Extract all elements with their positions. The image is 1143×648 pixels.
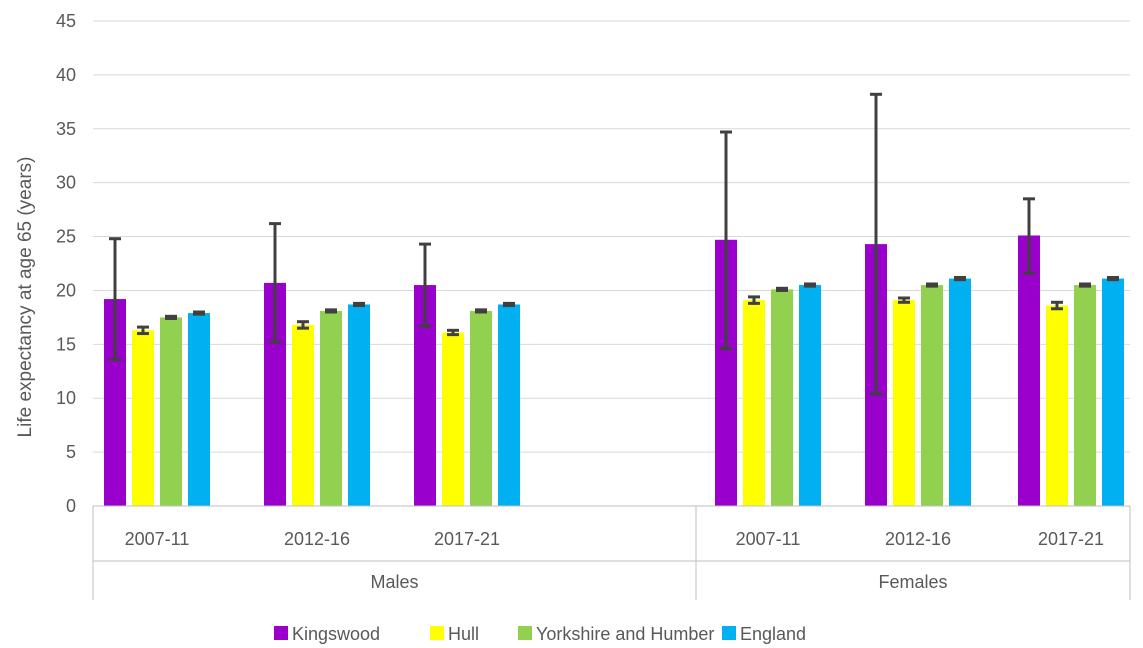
legend-item: Yorkshire and Humber <box>518 624 714 644</box>
bar <box>132 330 154 506</box>
legend-label: Hull <box>448 624 479 644</box>
x-tick-label: 2017-21 <box>434 529 500 549</box>
bar <box>1018 235 1040 506</box>
gridlines <box>93 21 1130 452</box>
bar <box>160 317 182 506</box>
x-group-label: Females <box>878 572 947 592</box>
bar <box>1102 279 1124 506</box>
bar <box>292 325 314 506</box>
legend-label: Kingswood <box>292 624 380 644</box>
bar <box>320 311 342 506</box>
x-tick-label: 2017-21 <box>1038 529 1104 549</box>
error-bar <box>954 278 966 280</box>
error-bar <box>1107 278 1119 280</box>
legend-item: Kingswood <box>274 624 380 644</box>
legend-item: England <box>722 624 806 644</box>
y-axis-ticks: 0 5 10 15 20 25 30 35 40 45 <box>56 11 76 516</box>
error-bar <box>353 303 365 305</box>
y-axis-label: Life expectancy at age 65 (years) <box>15 157 36 438</box>
error-bar <box>165 316 177 318</box>
x-tick-label: 2012-16 <box>885 529 951 549</box>
bar <box>743 300 765 506</box>
x-tick-label: 2007-11 <box>736 529 801 549</box>
error-bar <box>475 310 487 312</box>
legend-swatch <box>518 626 532 640</box>
error-bar <box>1079 284 1091 286</box>
x-tick-label: 2007-11 <box>125 529 190 549</box>
error-bar <box>926 284 938 286</box>
legend-item: Hull <box>430 624 479 644</box>
bar <box>348 304 370 506</box>
error-bar <box>776 288 788 290</box>
bar <box>498 304 520 506</box>
x-group-label: Males <box>370 572 418 592</box>
legend: Kingswood Hull Yorkshire and Humber England <box>274 624 806 644</box>
y-tick-label: 5 <box>66 442 76 462</box>
y-tick-label: 10 <box>56 388 76 408</box>
bar <box>442 332 464 506</box>
bar <box>799 285 821 506</box>
bar <box>921 285 943 506</box>
bar <box>949 279 971 506</box>
y-tick-label: 30 <box>56 173 76 193</box>
legend-swatch <box>274 626 288 640</box>
error-bar <box>325 310 337 312</box>
error-bar <box>193 312 205 314</box>
legend-label: England <box>740 624 806 644</box>
legend-swatch <box>722 626 736 640</box>
y-tick-label: 40 <box>56 65 76 85</box>
y-tick-label: 25 <box>56 227 76 247</box>
bar <box>1074 285 1096 506</box>
bar <box>1046 306 1068 506</box>
y-tick-label: 15 <box>56 334 76 354</box>
bars <box>104 235 1124 506</box>
x-tick-label: 2012-16 <box>284 529 350 549</box>
legend-label: Yorkshire and Humber <box>536 624 714 644</box>
bar <box>470 311 492 506</box>
error-bar <box>503 303 515 305</box>
x-axis: 2007-11 2012-16 2017-21 Males 2007-11 2012-16… <box>93 506 1130 600</box>
bar <box>893 300 915 506</box>
y-tick-label: 20 <box>56 280 76 300</box>
bar <box>188 313 210 506</box>
error-bar <box>804 284 816 286</box>
error-bar <box>137 327 149 333</box>
y-tick-label: 45 <box>56 11 76 31</box>
bar <box>771 289 793 506</box>
legend-swatch <box>430 626 444 640</box>
y-tick-label: 0 <box>66 496 76 516</box>
y-tick-label: 35 <box>56 119 76 139</box>
